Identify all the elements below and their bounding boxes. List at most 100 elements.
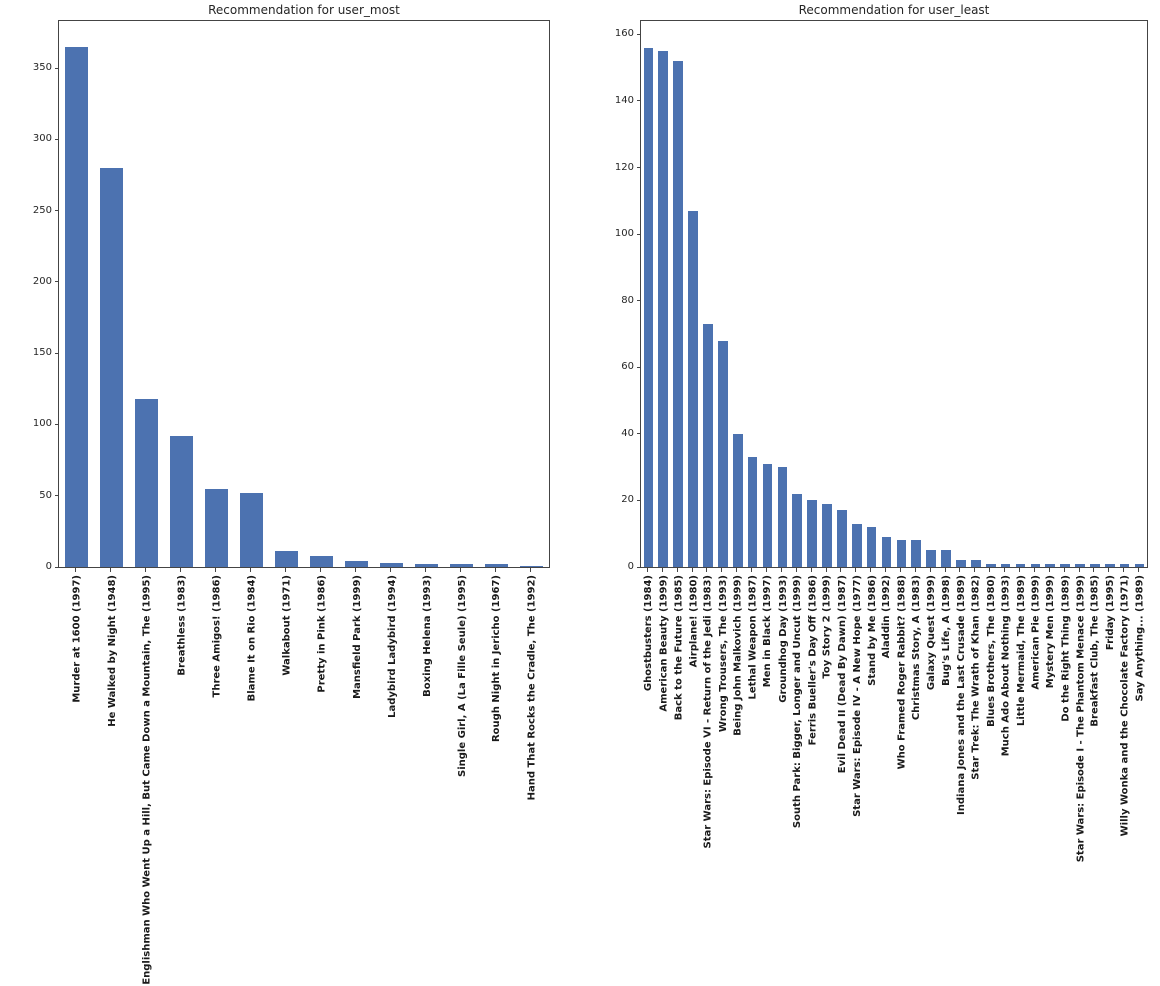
y-tick-mark: [55, 423, 59, 425]
y-tick-label: 140: [614, 94, 634, 106]
chart-title: Recommendation for user_least: [798, 3, 990, 17]
y-tick-label: 200: [32, 275, 52, 287]
x-tick-mark: [145, 568, 146, 572]
x-tick-label: Englishman Who Went Up a Hill, But Came …: [141, 575, 153, 985]
x-tick-label: Boxing Helena (1993): [421, 575, 433, 697]
x-tick-mark: [959, 568, 961, 572]
x-tick-label: Wrong Trousers, The (1993): [717, 575, 729, 733]
y-tick-mark: [637, 433, 641, 435]
bar: [777, 467, 788, 567]
y-tick-mark: [637, 300, 641, 302]
x-tick-label: Galaxy Quest (1999): [926, 575, 938, 691]
x-tick-mark: [646, 568, 648, 572]
y-tick-label: 100: [32, 418, 52, 430]
x-tick-mark: [780, 568, 782, 572]
y-tick-mark: [55, 566, 59, 568]
bar: [450, 564, 473, 567]
bar: [100, 167, 123, 567]
bar: [837, 510, 847, 567]
x-tick-label: American Pie (1999): [1030, 575, 1042, 690]
x-tick-label: Murder at 1600 (1997): [71, 575, 83, 703]
bar: [896, 540, 907, 567]
x-tick-label: Aladdin (1992): [881, 575, 893, 659]
y-tick-label: 120: [614, 161, 634, 173]
x-tick-label: Breathless (1983): [176, 575, 188, 676]
bar: [732, 433, 743, 567]
y-tick-label: 250: [32, 204, 52, 216]
bar: [643, 47, 654, 567]
x-tick-mark: [825, 568, 827, 572]
y-tick-mark: [637, 499, 641, 501]
x-tick-mark: [766, 568, 767, 572]
x-tick-label: Do the Right Thing (1989): [1060, 575, 1072, 722]
bar: [1119, 563, 1130, 567]
x-tick-mark: [425, 568, 426, 572]
y-tick-label: 0: [627, 561, 634, 572]
y-tick-label: 60: [621, 361, 634, 373]
x-tick-mark: [495, 568, 496, 572]
y-tick-mark: [55, 495, 59, 497]
x-tick-label: Walkabout (1971): [281, 575, 293, 676]
bar: [762, 463, 773, 567]
bar: [345, 561, 368, 567]
x-tick-mark: [661, 568, 663, 572]
x-tick-mark: [285, 568, 286, 572]
x-tick-mark: [914, 568, 916, 572]
y-tick-mark: [637, 366, 641, 368]
x-tick-label: Evil Dead II (Dead By Dawn) (1987): [836, 575, 848, 774]
x-tick-mark: [795, 568, 797, 572]
y-tick-mark: [637, 566, 641, 568]
y-tick-label: 80: [621, 294, 634, 306]
x-tick-mark: [944, 568, 946, 572]
x-tick-mark: [1048, 568, 1050, 572]
chart-recommendation-user-least: Recommendation for user_least 0 20 40 60 80 1…: [615, 3, 1148, 862]
bar: [240, 492, 263, 567]
x-tick-label: Say Anything... (1989): [1134, 575, 1146, 702]
bar: [1000, 563, 1011, 567]
x-tick-mark: [1004, 568, 1006, 572]
x-tick-mark: [530, 568, 531, 572]
x-tick-label: Blame It on Rio (1984): [246, 575, 258, 702]
x-tick-mark: [110, 568, 111, 572]
bar: [703, 323, 713, 567]
bar: [985, 563, 996, 567]
x-tick-mark: [989, 568, 991, 572]
x-tick-mark: [215, 568, 216, 572]
x-tick-label: Rough Night in Jericho (1967): [491, 575, 503, 743]
bar: [851, 523, 862, 567]
y-tick-mark: [637, 167, 641, 168]
y-tick-mark: [637, 233, 641, 235]
x-tick-label: Ferris Bueller's Day Off (1986): [807, 575, 819, 746]
x-tick-mark: [751, 568, 753, 572]
x-tick-mark: [721, 568, 723, 572]
chart-title: Recommendation for user_most: [208, 3, 400, 17]
y-tick-label: 300: [32, 133, 52, 145]
x-tick-mark: [706, 568, 708, 572]
y-tick-mark: [637, 33, 641, 35]
bar: [1090, 563, 1100, 567]
bar: [866, 527, 877, 567]
x-tick-mark: [899, 568, 901, 572]
y-tick-mark: [637, 100, 641, 102]
x-tick-label: He Walked by Night (1948): [106, 575, 118, 727]
bar: [485, 564, 508, 567]
x-tick-mark: [355, 568, 356, 572]
x-tick-mark: [320, 568, 321, 572]
x-tick-label: Little Mermaid, The (1989): [1015, 575, 1027, 726]
plot-area: 0 50 100 150 200 250 300 350: [33, 20, 550, 572]
y-tick-label: 40: [621, 427, 634, 439]
bar: [1045, 563, 1056, 567]
x-tick-label: Toy Story 2 (1999): [822, 575, 834, 679]
y-tick-label: 160: [614, 28, 634, 40]
bar: [275, 551, 298, 567]
bar: [135, 398, 158, 567]
y-tick-mark: [55, 67, 59, 69]
bar: [822, 503, 832, 567]
x-tick-mark: [676, 568, 678, 572]
bar: [1060, 563, 1070, 567]
bar: [747, 457, 758, 567]
bar: [941, 550, 951, 567]
x-axis-labels: Murder at 1600 (1997) He Walked by Night …: [58, 568, 550, 985]
x-tick-mark: [1033, 568, 1035, 572]
